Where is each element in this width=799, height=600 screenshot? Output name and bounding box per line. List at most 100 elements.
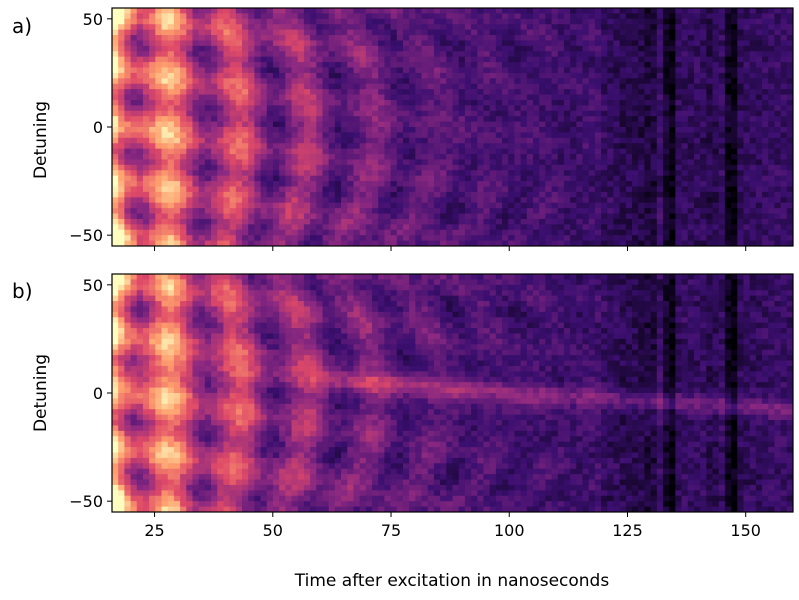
heatmap-cell [409,218,416,225]
heatmap-cell [223,159,231,166]
heatmap-cell [526,121,534,128]
heatmap-cell [130,56,138,63]
heatmap-cell [768,218,776,225]
heatmap-cell [495,208,503,215]
heatmap-cell [607,229,615,236]
heatmap-cell [724,186,732,193]
heatmap-cell [582,105,590,112]
heatmap-cell [211,197,218,204]
heatmap-cell [539,51,546,58]
heatmap-cell [433,51,441,58]
heatmap-cell [656,83,664,90]
heatmap-cell [167,224,175,231]
heatmap-cell [112,175,119,182]
heatmap-cell [396,18,404,25]
heatmap-cell [458,235,466,242]
heatmap-cell [452,121,460,128]
heatmap-cell [421,56,429,63]
heatmap-cell [167,132,175,139]
heatmap-cell [192,127,200,134]
heatmap-cell [681,235,689,242]
heatmap-cell [551,224,559,231]
heatmap-cell [477,13,485,20]
heatmap-cell [130,83,138,90]
heatmap-cell [464,170,472,177]
heatmap-cell [662,40,670,47]
heatmap-cell [372,186,379,193]
heatmap-cell [718,191,726,198]
heatmap-cell [644,110,652,117]
heatmap-cell [149,13,156,20]
heatmap-cell [693,240,701,246]
heatmap-cell [638,45,646,52]
heatmap-cell [192,110,200,117]
heatmap-cell [502,51,509,58]
heatmap-cell [650,143,658,150]
heatmap-cell [712,224,720,231]
heatmap-cell [539,40,546,47]
heatmap-cell [607,218,615,225]
heatmap-cell [477,175,485,182]
heatmap-cell [693,235,701,242]
heatmap-cell [452,35,460,42]
heatmap-cell [768,121,776,128]
heatmap-cell [786,170,793,177]
heatmap-cell [650,202,658,209]
heatmap-cell [440,121,447,128]
heatmap-cell [272,181,280,188]
heatmap-cell [229,143,237,150]
heatmap-cell [755,56,763,63]
heatmap-cell [502,181,509,188]
heatmap-cell [588,62,596,69]
heatmap-cell [328,186,336,193]
heatmap-cell [563,132,571,139]
heatmap-cell [217,240,225,246]
heatmap-cell [303,213,311,220]
heatmap-cell [489,40,497,47]
heatmap-cell [483,137,491,144]
heatmap-cell [545,208,553,215]
heatmap-cell [743,181,751,188]
heatmap-cell [755,99,763,106]
heatmap-cell [539,18,546,25]
heatmap-cell [737,18,745,25]
heatmap-cell [755,18,763,25]
heatmap-cell [718,121,726,128]
heatmap-cell [186,121,194,128]
heatmap-cell [440,181,447,188]
heatmap-cell [266,83,274,90]
heatmap-cell [632,159,639,166]
heatmap-cell [601,99,608,106]
heatmap-cell [427,18,435,25]
heatmap-cell [749,13,757,20]
heatmap-cell [112,24,119,31]
heatmap-cell [167,51,175,58]
heatmap-cell [576,29,584,36]
heatmap-cell [632,45,639,52]
heatmap-cell [471,62,478,69]
heatmap-cell [594,62,602,69]
heatmap-cell [786,67,793,74]
heatmap-cell [471,40,478,47]
heatmap-cell [483,218,491,225]
heatmap-cell [378,29,385,36]
heatmap-cell [316,35,324,42]
heatmap-cell [693,24,701,31]
heatmap-cell [545,229,553,236]
heatmap-cell [545,137,553,144]
heatmap-cell [489,29,497,36]
heatmap-cell [167,13,175,20]
heatmap-cell [477,40,485,47]
heatmap-cell [303,8,311,15]
heatmap-cell [471,159,478,166]
heatmap-cell [173,18,181,25]
heatmap-cell [180,35,187,42]
heatmap-cell [483,40,491,47]
heatmap-cell [112,159,119,166]
heatmap-cell [285,110,293,117]
heatmap-cell [334,116,342,123]
heatmap-cell [662,18,670,25]
heatmap-cell [638,274,646,281]
heatmap-cell [427,116,435,123]
heatmap-cell [669,40,676,47]
